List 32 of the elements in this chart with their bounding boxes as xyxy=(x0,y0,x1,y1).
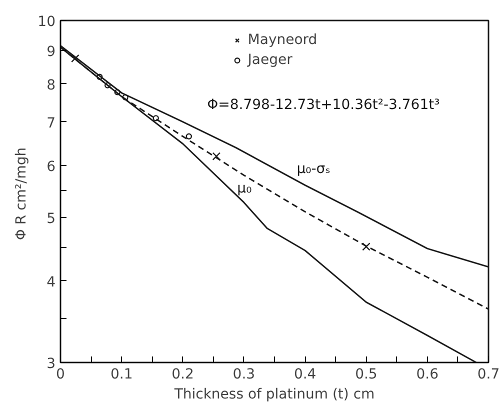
x-tick-label: 0.6 xyxy=(416,366,439,382)
x-tick-label: 0.7 xyxy=(477,366,500,382)
legend-label: Jaeger xyxy=(248,52,292,68)
point xyxy=(152,115,159,122)
y-axis-title: Φ R cm²/mgh xyxy=(14,147,30,240)
point xyxy=(114,89,120,96)
y-tick-label: 3 xyxy=(46,356,56,372)
x-tick-label: 0.5 xyxy=(355,366,378,382)
point xyxy=(362,242,370,251)
point xyxy=(212,152,221,160)
annotation: Φ=8.798-12.73t+10.36t²-3.761t³ xyxy=(207,96,440,113)
y-tick-label: 6 xyxy=(46,159,56,176)
x-tick-label: 0.3 xyxy=(232,366,256,382)
y-tick-label: 7 xyxy=(46,115,56,132)
annotation: μ₀-σₛ xyxy=(296,160,330,177)
y-tick-label: 8 xyxy=(46,77,56,94)
point xyxy=(122,94,128,100)
point xyxy=(71,54,80,63)
y-tick-label: 10 xyxy=(38,14,56,30)
x-axis-title: Thickness of platinum (t) cm xyxy=(173,386,375,402)
x-tick-label: 0 xyxy=(56,366,65,382)
y-tick-label: 4 xyxy=(46,274,56,290)
legend-label: Mayneord xyxy=(248,32,318,48)
x-tick-label: 0.1 xyxy=(110,366,133,382)
point xyxy=(186,133,192,140)
y-tick-label: 5 xyxy=(46,210,56,227)
point xyxy=(96,74,103,80)
y-tick-label: 9 xyxy=(46,44,56,60)
x-tick-label: 0.4 xyxy=(294,366,316,382)
annotation: μ₀ xyxy=(237,180,252,196)
x-tick-label: 0.2 xyxy=(172,366,194,382)
point xyxy=(104,82,111,88)
